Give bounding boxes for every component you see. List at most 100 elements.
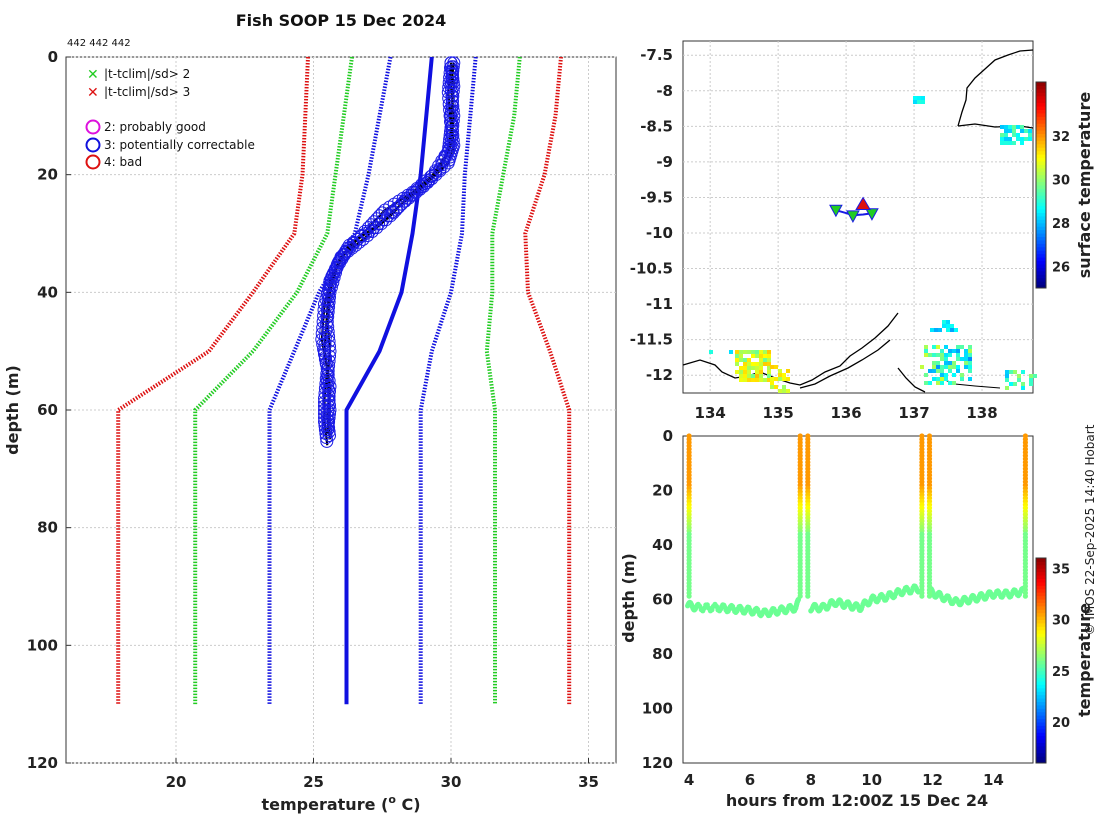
map-sst-pixel — [948, 361, 952, 365]
timeseries-colorbar-segment — [1036, 646, 1046, 651]
map-colorbar-segment — [1036, 171, 1046, 176]
map-xtick-label: 137 — [898, 404, 929, 422]
map-sst-pixel — [1009, 370, 1013, 374]
map-sst-pixel — [774, 365, 778, 369]
map-sst-pixel — [1016, 125, 1020, 129]
map-sst-pixel — [960, 357, 964, 361]
map-sst-pixel — [952, 361, 956, 365]
map-sst-pixel — [770, 381, 774, 385]
map-sst-pixel — [759, 350, 763, 354]
map-colorbar-segment — [1036, 102, 1046, 107]
map-sst-pixel — [928, 353, 932, 357]
map-ytick-label: -11 — [646, 295, 673, 313]
map-sst-pixel — [954, 328, 958, 332]
map-sst-pixel — [1028, 133, 1032, 137]
timeseries-xtick-label: 8 — [806, 771, 816, 789]
legend-blue-circle-marker — [85, 137, 101, 153]
profile-obs-circle — [445, 94, 459, 108]
profile-line-mean-2sd — [193, 56, 354, 705]
map-sst-pixel — [1008, 137, 1012, 141]
legend-red-circle-marker — [85, 154, 101, 170]
map-sst-pixel — [739, 358, 743, 362]
map-sst-pixel — [782, 373, 786, 377]
map-colorbar-segment — [1036, 257, 1046, 262]
map-colorbar-segment — [1036, 167, 1046, 172]
timeseries-colorbar-segment — [1036, 633, 1046, 638]
legend-label-probably-good: 2: probably good — [104, 120, 206, 134]
timeseries-colorbar-segment — [1036, 722, 1046, 726]
profile-obs-circle — [322, 288, 336, 302]
timeseries-colorbar-segment — [1036, 640, 1046, 644]
map-colorbar-segment — [1036, 85, 1046, 90]
timeseries-colorbar-segment — [1036, 619, 1046, 624]
figure-title: Fish SOOP 15 Dec 2024 — [236, 11, 446, 30]
map-sst-pixel — [782, 389, 786, 393]
map-sst-pixel — [1012, 129, 1016, 133]
map-colorbar-segment — [1036, 181, 1046, 186]
timeseries-xtick-label: 12 — [922, 771, 943, 789]
map-colorbar-tick-label: 30 — [1052, 174, 1070, 189]
map-sst-pixel — [755, 354, 759, 358]
map-sst-pixel — [735, 354, 739, 358]
map-sst-pixel — [767, 366, 771, 370]
map-sst-pixel — [1021, 370, 1025, 374]
map-sst-pixel — [948, 349, 952, 353]
legend-green-x-marker: ✕ — [87, 67, 99, 83]
profile-obs-circle — [445, 89, 459, 103]
map-sst-pixel — [936, 365, 940, 369]
timeseries-colorbar-segment — [1036, 650, 1046, 655]
timeseries-colorbar-segment — [1036, 698, 1046, 702]
map-sst-pixel — [735, 350, 739, 354]
map-sst-pixel — [729, 350, 733, 354]
map-ytick-label: -10.5 — [630, 260, 673, 278]
map-sst-pixel — [759, 362, 763, 366]
profile-obs-circle — [392, 194, 406, 208]
map-sst-pixel — [778, 377, 782, 381]
profile-obs-circle — [324, 280, 338, 294]
map-sst-pixel — [755, 366, 759, 370]
map-sst-pixel — [1004, 125, 1008, 129]
timeseries-colorbar-segment — [1036, 728, 1046, 733]
map-sst-pixel — [1004, 141, 1008, 145]
timeseries-colorbar-segment — [1036, 708, 1046, 713]
profile-obs-circle — [319, 292, 333, 306]
map-colorbar-segment — [1036, 188, 1046, 193]
map-colorbar-segment — [1036, 277, 1046, 282]
legend-magenta-circle-marker — [85, 119, 101, 135]
map-sst-pixel — [936, 369, 940, 373]
profile-ticks: 20 25 30 35 0 20 40 60 80 100 120 — [27, 48, 599, 791]
timeseries-colorbar-segment — [1036, 670, 1046, 675]
map-ytick-label: -7.5 — [640, 46, 673, 64]
map-sst-pixel — [946, 324, 950, 328]
timeseries-colorbar-segment — [1036, 756, 1046, 761]
map-sst-pixel — [940, 353, 944, 357]
map-sst-pixel — [932, 353, 936, 357]
timeseries-colorbar-segment — [1036, 636, 1046, 641]
map-colorbar-label: surface temperature — [1075, 92, 1094, 279]
map-sst-pixel — [759, 354, 763, 358]
map-sst-pixel — [936, 377, 940, 381]
map-sst-pixel — [1020, 137, 1024, 141]
legend-label-2sd: |t-tclim|/sd> 2 — [104, 67, 190, 81]
profile-obs-circle — [322, 425, 336, 439]
map-sst-pixel — [948, 353, 952, 357]
profile-obs-circle — [323, 274, 337, 288]
profile-obs-circle — [318, 330, 332, 344]
map-sst-pixel — [763, 354, 767, 358]
map-sst-pixel — [759, 358, 763, 362]
map-sst-pixel — [755, 370, 759, 374]
timeseries-ylabel: depth (m) — [619, 553, 638, 643]
profile-obs-circle — [442, 140, 456, 154]
map-sst-pixel — [747, 350, 751, 354]
timeseries-colorbar-segment — [1036, 701, 1046, 706]
map-sst-pixel — [960, 373, 964, 377]
map-sst-pixel — [940, 357, 944, 361]
map-sst-pixel — [1013, 382, 1017, 386]
map-colorbar-segment — [1036, 126, 1046, 131]
timeseries-colorbar-segment — [1036, 759, 1046, 764]
map-sst-pixel — [774, 377, 778, 381]
timeseries-colorbar-segment — [1036, 752, 1046, 757]
coastline-southeast — [897, 367, 926, 393]
map-sst-pixel — [936, 381, 940, 385]
timeseries-colorbar-segment — [1036, 581, 1046, 586]
